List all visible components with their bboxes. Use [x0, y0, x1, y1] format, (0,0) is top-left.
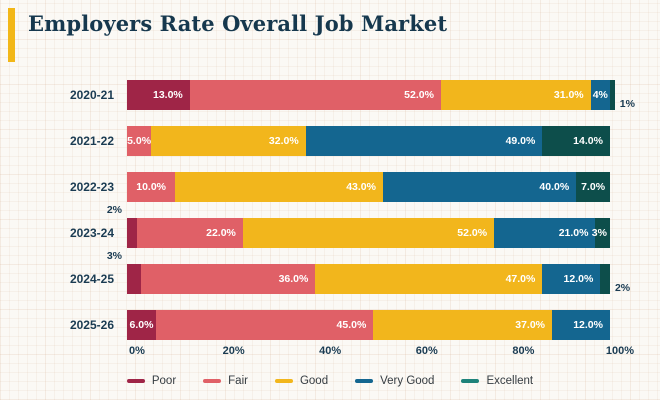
- segment-value-label: 12.0%: [563, 273, 594, 285]
- segment-value-label: 36.0%: [278, 273, 309, 285]
- legend-swatch-fair: [203, 379, 222, 383]
- segment-value-label: 7.0%: [581, 181, 606, 193]
- bar-track: 2% 22.0% 52.0% 21.0% 3%: [107, 204, 610, 248]
- x-axis-tick: 40%: [319, 345, 342, 357]
- x-axis-tick: 100%: [605, 345, 635, 357]
- legend-item-fair: Fair: [203, 375, 248, 387]
- segment-value-label: 6.0%: [129, 319, 154, 331]
- segment-value-label: 52.0%: [404, 89, 434, 101]
- segment-value-label: 43.0%: [346, 181, 376, 193]
- bar-row: 2023-24 2% 22.0% 52.0% 21.0% 3%: [0, 204, 610, 248]
- bar-segment-good: 47.0%: [315, 264, 543, 294]
- category-label: 2022-23: [69, 180, 114, 194]
- segment-value-label: 1%: [619, 98, 635, 110]
- bar-segment-poor: 13.0%: [127, 80, 190, 110]
- bar-segment-excellent: 14.0%: [542, 126, 610, 156]
- bar-segment-good: 37.0%: [373, 310, 553, 340]
- legend-label: Fair: [228, 375, 248, 387]
- segment-value-label: 47.0%: [505, 273, 536, 285]
- category-label: 2025-26: [69, 318, 114, 332]
- legend-label: Good: [299, 375, 329, 387]
- segment-value-label: 52.0%: [457, 227, 488, 239]
- category-label: 2023-24: [69, 226, 114, 240]
- segment-value-label: 2%: [106, 204, 122, 216]
- bar-row: 2024-25 3% 36.0% 47.0% 12.0% 2%: [0, 250, 630, 294]
- bar-segment-fair: 36.0%: [141, 264, 316, 294]
- x-axis-tick: 0%: [129, 345, 145, 357]
- x-axis-tick: 20%: [222, 345, 245, 357]
- bar-row: 2021-22 5.0% 32.0% 49.0% 14.0%: [0, 126, 610, 156]
- segment-value-label: 49.0%: [505, 135, 536, 147]
- segment-value-label: 14.0%: [573, 135, 603, 147]
- segment-value-label: 45.0%: [336, 319, 367, 331]
- bar-track: 6.0% 45.0% 37.0% 12.0%: [127, 310, 610, 340]
- category-label: 2021-22: [69, 134, 114, 148]
- segment-value-label: 40.0%: [539, 181, 570, 193]
- segment-value-label: 4%: [592, 89, 608, 101]
- x-axis: 0% 20% 40% 60% 80% 100%: [129, 345, 634, 359]
- bar-segment-fair: 45.0%: [155, 310, 374, 340]
- segment-value-label: 10.0%: [136, 181, 167, 193]
- bar-segment-excellent: [600, 264, 610, 294]
- bar-segment-good: 32.0%: [151, 126, 306, 156]
- segment-value-label: 37.0%: [515, 319, 546, 331]
- bar-segment-poor: 6.0%: [127, 310, 156, 340]
- bar-segment-very-good: 12.0%: [542, 264, 601, 294]
- chart-title: Employers Rate Overall Job Market: [28, 11, 448, 36]
- bar-segment-good: 43.0%: [175, 172, 383, 202]
- bar-chart: 2020-21 13.0% 52.0% 31.0% 4% 1% 2021-22 5.0% 32.…: [0, 80, 635, 356]
- legend-item-excellent: Excellent: [461, 375, 533, 387]
- bar-segment-very-good: 49.0%: [305, 126, 543, 156]
- bar-segment-excellent: [609, 80, 615, 110]
- legend-item-good: Good: [274, 375, 329, 387]
- segment-value-label: 12.0%: [573, 319, 603, 331]
- bar-track: 3% 36.0% 47.0% 12.0% 2%: [107, 250, 630, 294]
- legend-swatch-excellent: [461, 379, 480, 383]
- segment-value-label: 22.0%: [206, 227, 236, 239]
- segment-value-label: 3%: [106, 250, 122, 262]
- legend: Poor Fair Good Very Good Excellent: [0, 375, 660, 387]
- segment-value-label: 2%: [614, 282, 631, 294]
- segment-value-label: 13.0%: [153, 89, 183, 101]
- legend-label: Poor: [151, 375, 177, 387]
- bar-segment-excellent: 3%: [591, 218, 610, 248]
- legend-item-very-good: Very Good: [355, 375, 434, 387]
- bar-segment-poor: [127, 264, 142, 294]
- segment-value-label: 5.0%: [127, 135, 152, 147]
- bar-segment-good: 52.0%: [242, 218, 495, 248]
- bar-row: 2022-23 10.0% 43.0% 40.0% 7.0%: [0, 172, 610, 202]
- legend-label: Excellent: [486, 375, 534, 387]
- bar-segment-very-good: 21.0%: [494, 218, 596, 248]
- category-label: 2024-25: [69, 272, 114, 286]
- bar-segment-fair: 22.0%: [136, 218, 243, 248]
- segment-value-label: 3%: [591, 227, 607, 239]
- legend-swatch-very-good: [355, 379, 374, 383]
- segment-value-label: 31.0%: [553, 89, 584, 101]
- bar-segment-excellent: 7.0%: [576, 172, 610, 202]
- bar-track: 13.0% 52.0% 31.0% 4% 1%: [127, 80, 635, 110]
- bar-segment-good: 31.0%: [440, 80, 591, 110]
- accent-bar: [8, 8, 15, 62]
- bar-segment-poor: [127, 218, 137, 248]
- bar-track: 10.0% 43.0% 40.0% 7.0%: [127, 172, 610, 202]
- x-axis-tick: 80%: [512, 345, 535, 357]
- category-label: 2020-21: [69, 88, 114, 102]
- bar-segment-very-good: 40.0%: [382, 172, 577, 202]
- bar-segment-fair: 52.0%: [189, 80, 441, 110]
- segment-value-label: 21.0%: [558, 227, 589, 239]
- bar-row: 2025-26 6.0% 45.0% 37.0% 12.0%: [0, 310, 610, 340]
- legend-swatch-poor: [126, 379, 145, 383]
- bar-segment-very-good: 4%: [590, 80, 610, 110]
- legend-swatch-good: [274, 379, 293, 383]
- bar-track: 5.0% 32.0% 49.0% 14.0%: [127, 126, 610, 156]
- bar-segment-very-good: 12.0%: [552, 310, 610, 340]
- segment-value-label: 32.0%: [268, 135, 299, 147]
- bar-row: 2020-21 13.0% 52.0% 31.0% 4% 1%: [0, 80, 635, 110]
- x-axis-tick: 60%: [415, 345, 438, 357]
- bar-segment-fair: 10.0%: [127, 172, 176, 202]
- legend-label: Very Good: [380, 375, 435, 387]
- bar-segment-fair: 5.0%: [127, 126, 152, 156]
- legend-item-poor: Poor: [126, 375, 177, 387]
